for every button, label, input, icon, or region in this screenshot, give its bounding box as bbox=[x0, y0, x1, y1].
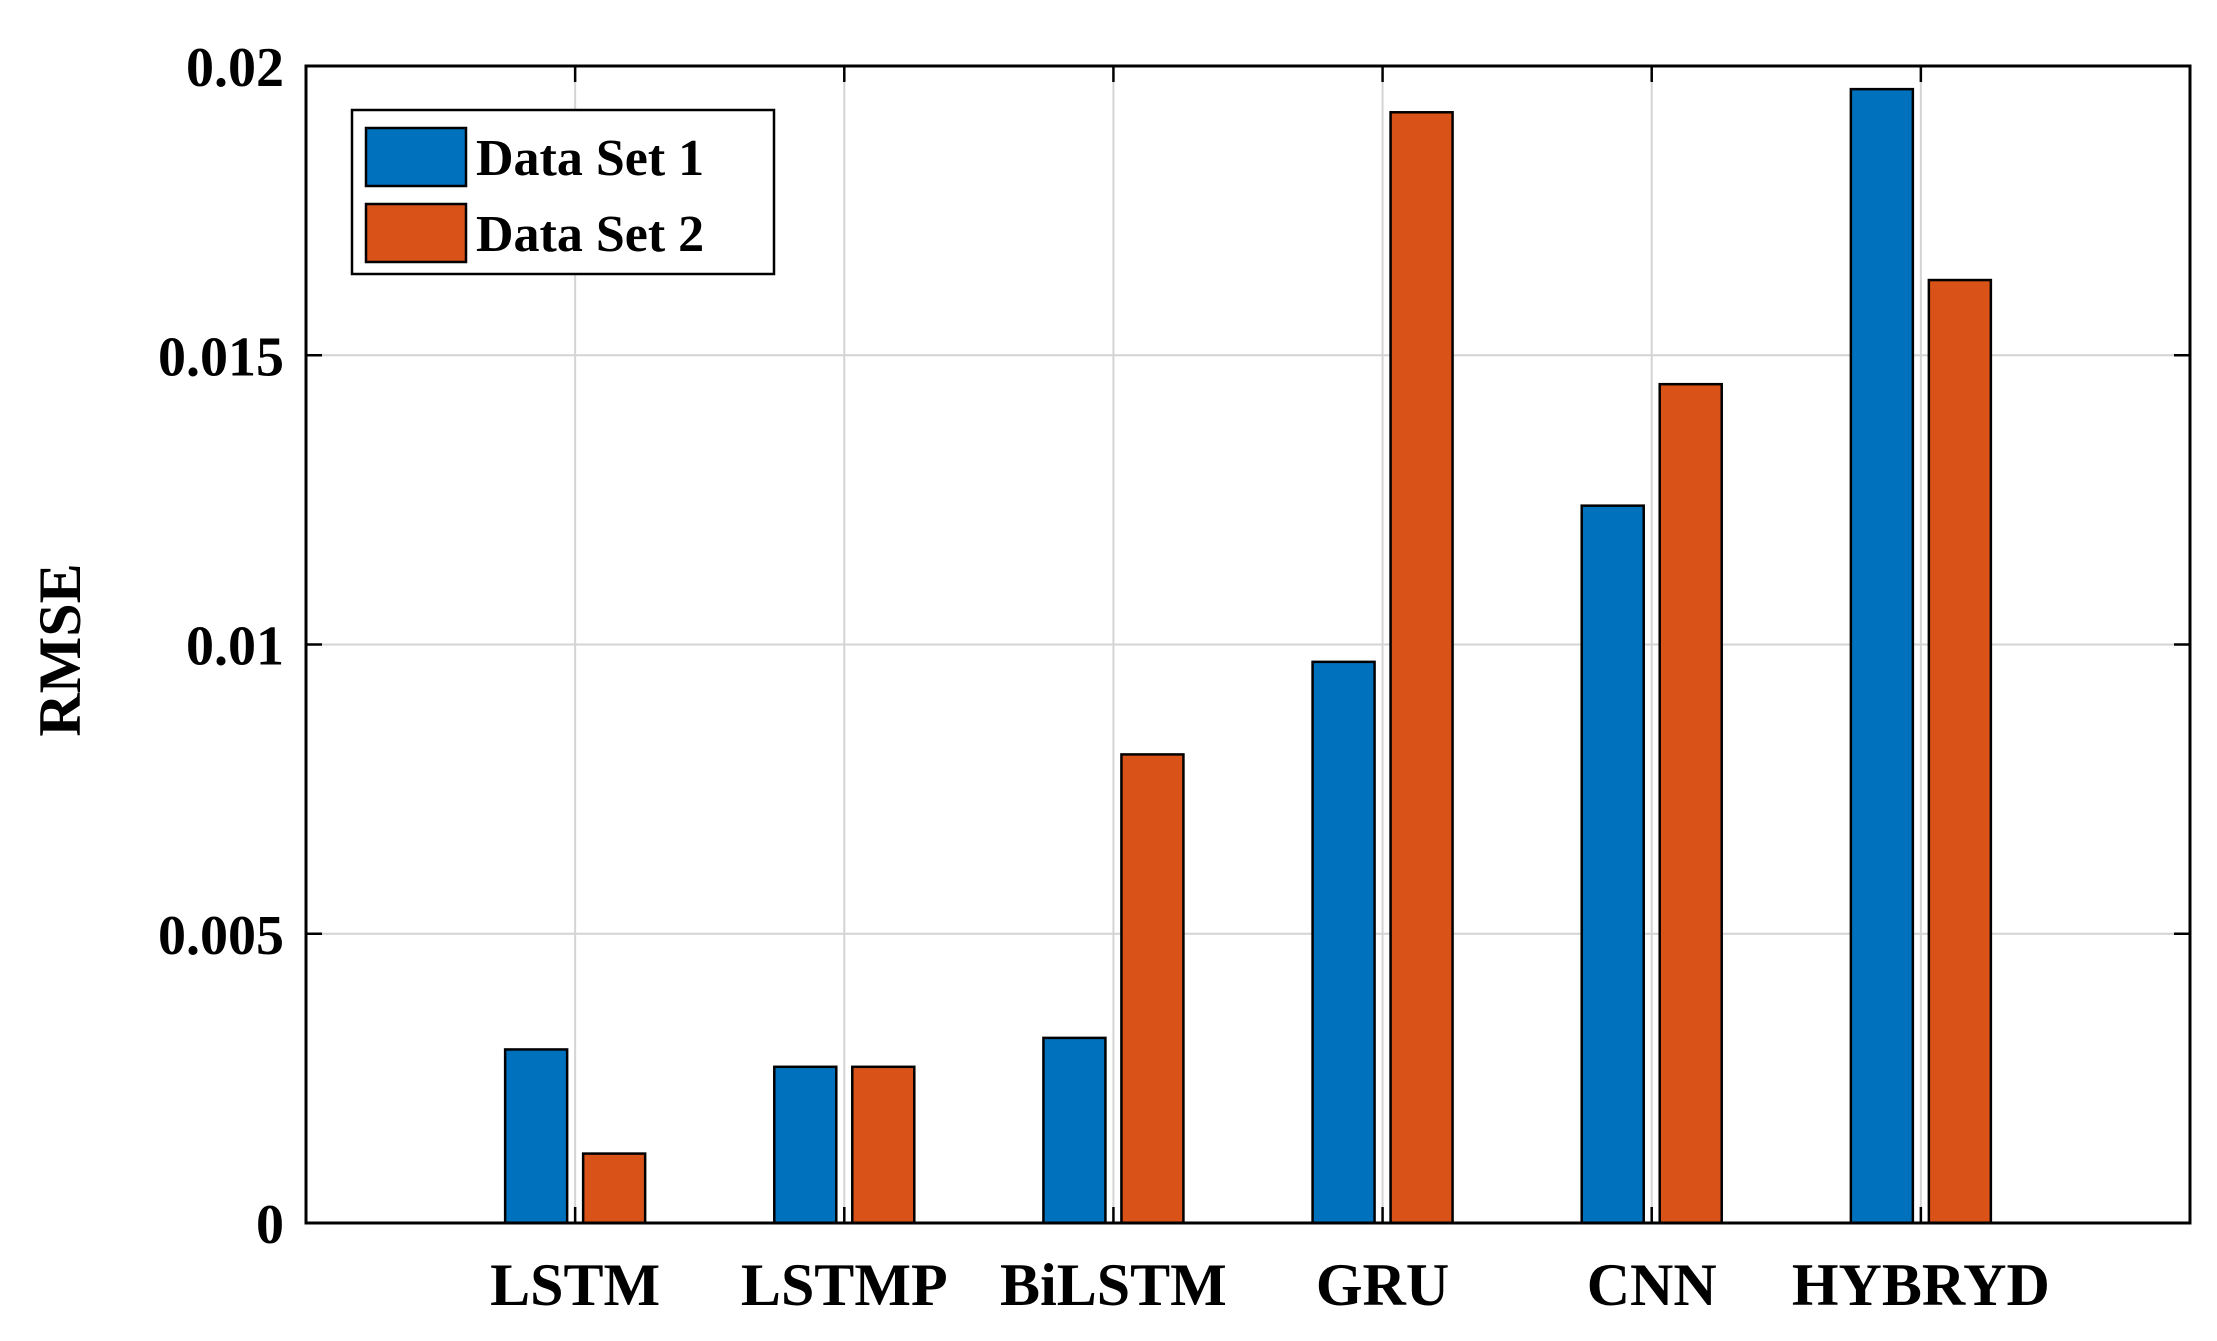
x-tick-label: HYBRYD bbox=[1792, 1252, 2050, 1318]
bar-1-bilstm bbox=[1042, 1036, 1107, 1225]
y-tick-label: 0 bbox=[256, 1194, 284, 1256]
bar-2-bilstm bbox=[1120, 753, 1185, 1225]
y-tick-label: 0.015 bbox=[158, 326, 284, 388]
x-tick-label: GRU bbox=[1316, 1252, 1449, 1318]
bar-2-hybryd bbox=[1927, 278, 1993, 1225]
legend-label: Data Set 1 bbox=[476, 130, 704, 187]
y-tick-label: 0.02 bbox=[186, 37, 284, 99]
x-tick-labels: LSTM LSTMP BiLSTM GRU CNN HYBRYD bbox=[490, 1252, 2050, 1318]
bar-1-gru bbox=[1311, 660, 1376, 1225]
y-tick-label: 0.005 bbox=[158, 905, 284, 967]
bar-1-cnn bbox=[1580, 504, 1645, 1225]
tick-marks bbox=[306, 64, 2190, 1225]
legend: Data Set 1 Data Set 2 bbox=[350, 108, 776, 276]
bar-2-cnn bbox=[1658, 382, 1723, 1225]
bar-1-lstmp bbox=[773, 1065, 838, 1225]
legend-swatch bbox=[364, 202, 468, 264]
bar-1-hybryd bbox=[1849, 87, 1915, 1225]
bar-1-lstm bbox=[503, 1048, 569, 1225]
x-tick-label: LSTM bbox=[490, 1252, 660, 1318]
legend-label: Data Set 2 bbox=[476, 206, 704, 263]
bar-2-lstm bbox=[581, 1152, 647, 1225]
bar-2-lstmp bbox=[851, 1065, 916, 1225]
y-tick-labels: 0 0.005 0.01 0.015 0.02 bbox=[158, 37, 284, 1256]
y-tick-label: 0.01 bbox=[186, 616, 284, 678]
x-tick-label: LSTMP bbox=[741, 1252, 948, 1318]
legend-swatch bbox=[364, 126, 468, 188]
legend-items: Data Set 1 Data Set 2 bbox=[364, 126, 704, 264]
x-tick-label: CNN bbox=[1587, 1252, 1717, 1318]
bars bbox=[503, 87, 1993, 1225]
bar-2-gru bbox=[1389, 111, 1454, 1225]
x-tick-label: BiLSTM bbox=[1000, 1252, 1227, 1318]
y-axis-label: RMSE bbox=[27, 563, 93, 736]
